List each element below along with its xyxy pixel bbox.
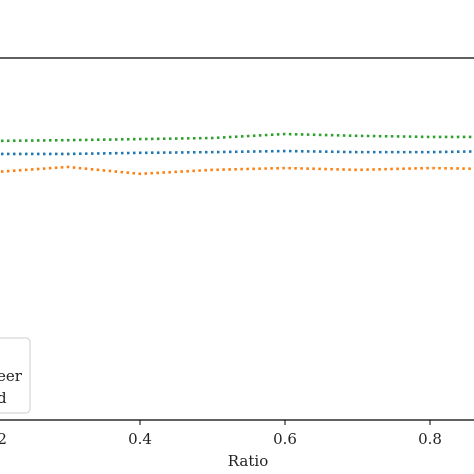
x-axis-label: Ratio bbox=[228, 452, 268, 470]
series-line bbox=[0, 149, 474, 156]
x-tick-label: 0.2 bbox=[0, 430, 7, 448]
x-tick-label: 0.6 bbox=[273, 430, 297, 448]
x-tick-label: 0.4 bbox=[128, 430, 152, 448]
legend-box bbox=[0, 337, 31, 414]
x-tick-label: 0.8 bbox=[418, 430, 442, 448]
series-line bbox=[0, 132, 474, 143]
legend-label: eer bbox=[0, 367, 23, 385]
legend-label: d bbox=[0, 389, 7, 407]
series-line bbox=[0, 165, 474, 176]
